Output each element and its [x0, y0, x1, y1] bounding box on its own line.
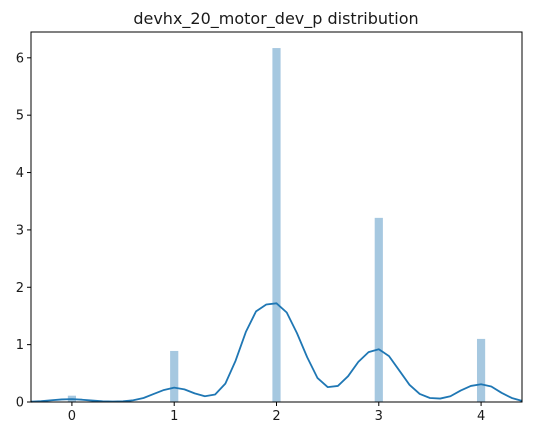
- histogram-bar: [272, 48, 281, 403]
- x-tick-label: 2: [272, 409, 280, 424]
- y-tick-label: 4: [16, 166, 24, 181]
- histogram-bar: [374, 217, 383, 402]
- x-tick-label: 4: [477, 409, 485, 424]
- x-axis: 0 1 2 3 4: [68, 402, 485, 424]
- histogram-bar: [170, 350, 179, 402]
- x-tick-label: 1: [170, 409, 178, 424]
- y-tick-label: 5: [16, 109, 24, 124]
- x-tick-label: 3: [375, 409, 383, 424]
- y-tick-label: 0: [16, 396, 24, 411]
- y-tick-label: 2: [16, 281, 24, 296]
- x-tick-label: 0: [68, 409, 76, 424]
- y-tick-label: 3: [16, 223, 24, 238]
- y-tick-label: 1: [16, 338, 24, 353]
- y-tick-label: 6: [16, 51, 24, 66]
- chart-title: devhx_20_motor_dev_p distribution: [133, 9, 418, 29]
- histogram-bar: [476, 338, 486, 402]
- y-axis: 0 1 2 3 4 5 6: [16, 51, 31, 411]
